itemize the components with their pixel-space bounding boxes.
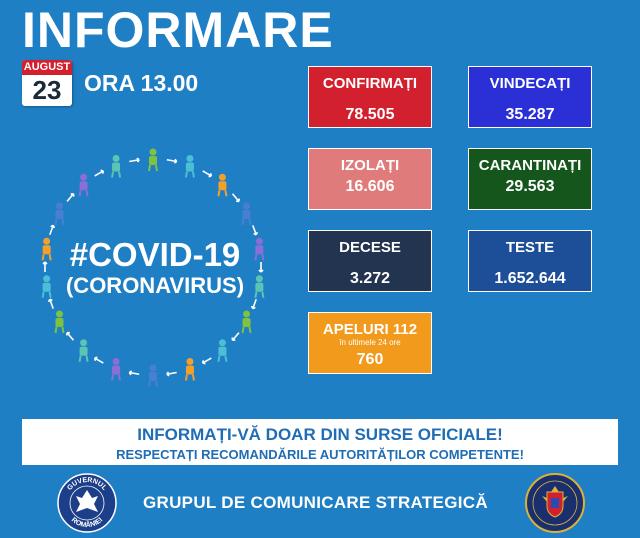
arrow-icon xyxy=(202,170,213,178)
person-icon xyxy=(78,173,89,197)
arrow-icon xyxy=(201,357,212,365)
stat-label: DECESE xyxy=(339,239,401,256)
person-icon xyxy=(217,339,228,362)
coat-of-arms-icon xyxy=(525,473,585,533)
arrow-icon xyxy=(66,331,75,341)
covid-subtitle: (CORONAVIRUS) xyxy=(65,273,245,298)
person-icon xyxy=(54,310,65,334)
person-icon xyxy=(254,275,265,298)
arrow-icon xyxy=(250,298,257,310)
person-icon xyxy=(111,357,122,381)
arrow-icon xyxy=(47,298,54,309)
person-icon xyxy=(148,364,158,388)
stat-value: 16.606 xyxy=(345,178,395,195)
page-title: INFORMARE xyxy=(22,2,334,58)
person-icon xyxy=(184,155,195,178)
person-icon xyxy=(254,237,265,261)
banner-line-1: INFORMAȚI-VĂ DOAR DIN SURSE OFICIALE! xyxy=(137,425,503,444)
stat-value: 29.563 xyxy=(505,178,555,195)
covid-title: #COVID-19 xyxy=(69,236,241,273)
person-icon xyxy=(241,310,252,334)
person-icon xyxy=(111,155,122,178)
report-hour: ORA 13.00 xyxy=(84,70,199,96)
person-icon xyxy=(78,339,89,362)
arrow-icon xyxy=(231,332,240,342)
banner-line-2: RESPECTAȚI RECOMANDĂRILE AUTORITĂȚILOR C… xyxy=(116,447,524,462)
arrow-icon xyxy=(252,225,259,236)
person-icon xyxy=(41,275,52,298)
arrow-icon xyxy=(94,169,105,177)
stat-label: TESTE xyxy=(505,239,555,256)
stat-value: 760 xyxy=(356,351,384,368)
person-icon xyxy=(148,148,158,172)
stat-value: 1.652.644 xyxy=(494,270,566,287)
arrow-icon xyxy=(49,224,56,236)
person-icon xyxy=(217,173,228,197)
date-day: 23 xyxy=(32,75,62,105)
stat-label: APELURI 112 xyxy=(322,321,418,338)
person-icon xyxy=(241,202,252,226)
stat-teste: TESTE 1.652.644 xyxy=(468,230,592,292)
arrow-icon xyxy=(231,193,240,203)
stat-label: IZOLAȚI xyxy=(340,157,400,174)
arrow-icon xyxy=(128,370,140,376)
stat-value: 78.505 xyxy=(345,106,395,123)
calendar-icon: AUGUST 23 xyxy=(22,60,72,106)
stat-label: VINDECAȚI xyxy=(489,75,571,92)
stat-decese: DECESE 3.272 xyxy=(308,230,432,292)
stat-confirmati: CONFIRMAȚI 78.505 xyxy=(308,66,432,128)
arrow-icon xyxy=(166,371,177,377)
stat-apeluri: APELURI 112 în ultimele 24 ore 760 xyxy=(308,312,432,374)
arrow-icon xyxy=(258,262,264,273)
government-seal-icon: GUVERNUL ROMÂNIEI xyxy=(57,473,117,533)
arrow-icon xyxy=(42,261,48,272)
stat-vindecati: VINDECAȚI 35.287 xyxy=(468,66,592,128)
stat-izolati: IZOLAȚI 16.606 xyxy=(308,148,432,210)
person-icon xyxy=(184,357,195,381)
person-icon xyxy=(54,202,65,226)
stat-sublabel: în ultimele 24 ore xyxy=(339,338,401,347)
covid-label: #COVID-19 (CORONAVIRUS) xyxy=(60,237,250,299)
arrow-icon xyxy=(166,158,178,164)
arrow-icon xyxy=(129,157,140,163)
stat-label: CARANTINAȚI xyxy=(478,157,582,174)
date-month: AUGUST xyxy=(22,60,72,75)
stat-label: CONFIRMAȚI xyxy=(322,75,418,92)
arrow-icon xyxy=(93,356,104,364)
footer-text: GRUPUL DE COMUNICARE STRATEGICĂ xyxy=(143,493,488,512)
people-circle-icon xyxy=(41,148,265,388)
stat-carantinati: CARANTINAȚI 29.563 xyxy=(468,148,592,210)
stat-value: 3.272 xyxy=(349,270,391,287)
arrow-icon xyxy=(66,192,75,202)
person-icon xyxy=(41,237,52,261)
official-sources-banner: INFORMAȚI-VĂ DOAR DIN SURSE OFICIALE! RE… xyxy=(22,419,618,465)
stat-value: 35.287 xyxy=(505,106,555,123)
